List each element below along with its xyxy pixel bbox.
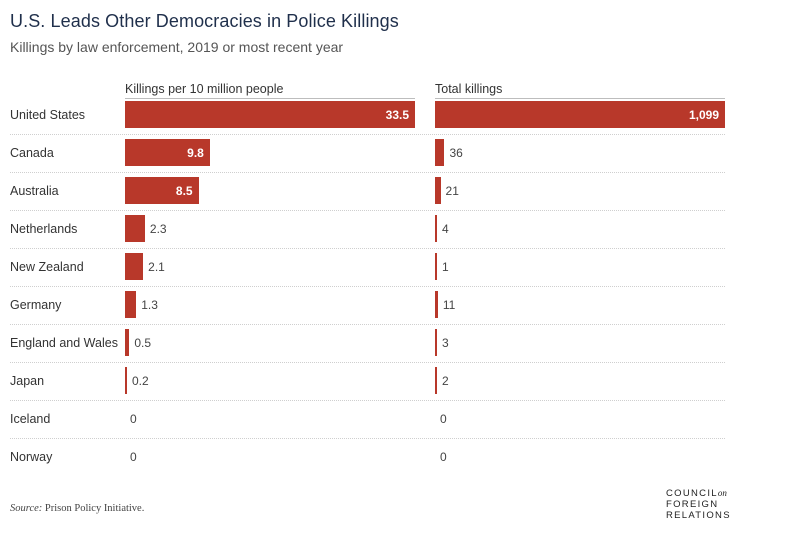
header-rule-total xyxy=(435,98,725,99)
source-text: Prison Policy Initiative. xyxy=(42,503,145,514)
data-label: 2 xyxy=(442,374,449,388)
bar xyxy=(125,215,145,242)
data-label: 0 xyxy=(130,412,137,426)
bar xyxy=(125,329,130,356)
data-label: 4 xyxy=(442,222,449,236)
category-label: Germany xyxy=(10,298,62,312)
category-label: United States xyxy=(10,108,86,122)
data-label: 33.5 xyxy=(385,108,409,122)
chart-subtitle: Killings by law enforcement, 2019 or mos… xyxy=(10,39,344,55)
bar xyxy=(125,253,144,280)
category-label: New Zealand xyxy=(10,260,84,274)
chart-title: U.S. Leads Other Democracies in Police K… xyxy=(10,11,399,31)
category-label: England and Wales xyxy=(10,336,118,350)
category-label: Australia xyxy=(10,184,59,198)
logo-line-2: FOREIGN xyxy=(666,499,719,510)
category-label: Norway xyxy=(10,450,53,464)
category-label: Japan xyxy=(10,374,45,388)
data-label: 0.5 xyxy=(134,336,152,350)
data-label: 11 xyxy=(442,298,456,312)
category-label: Netherlands xyxy=(10,222,78,236)
data-label: 2.3 xyxy=(149,222,167,236)
data-label: 21 xyxy=(445,184,459,198)
header-rule-rate xyxy=(125,98,415,99)
category-label: Canada xyxy=(10,146,54,160)
bar xyxy=(435,101,725,128)
data-label: 0 xyxy=(440,412,447,426)
logo-on: on xyxy=(717,488,727,498)
logo-line-1: COUNCIL xyxy=(666,488,718,499)
row-divider xyxy=(10,172,725,173)
data-label: 0 xyxy=(440,450,447,464)
row-divider xyxy=(10,286,725,287)
bar xyxy=(435,253,437,280)
panel-header-rate: Killings per 10 million people xyxy=(125,82,284,96)
bar xyxy=(125,177,199,204)
row-divider xyxy=(10,134,725,135)
bar xyxy=(435,291,438,318)
source-note: Source: Prison Policy Initiative. xyxy=(10,503,144,514)
data-label: 0.2 xyxy=(132,374,149,388)
row-divider xyxy=(10,210,725,211)
category-label: Iceland xyxy=(10,412,51,426)
bar xyxy=(435,329,437,356)
data-label: 1,099 xyxy=(688,108,719,122)
bar xyxy=(125,367,127,394)
data-label: 36 xyxy=(449,146,463,160)
data-label: 9.8 xyxy=(187,146,204,160)
data-label: 2.1 xyxy=(148,260,165,274)
row-divider xyxy=(10,362,725,363)
row-divider xyxy=(10,400,725,401)
row-divider xyxy=(10,438,725,439)
data-label: 1 xyxy=(442,260,449,274)
source-label: Source: xyxy=(10,503,43,514)
logo-line-3: RELATIONS xyxy=(666,510,731,521)
bar xyxy=(435,139,445,166)
bar xyxy=(125,291,137,318)
panel-header-total: Total killings xyxy=(435,82,503,96)
cfr-logo: COUNCILon FOREIGN RELATIONS xyxy=(666,488,731,521)
bar xyxy=(435,367,437,394)
data-label: 1.3 xyxy=(141,298,158,312)
data-label: 3 xyxy=(442,336,449,350)
row-divider xyxy=(10,324,725,325)
bar xyxy=(125,139,210,166)
bar xyxy=(435,177,441,204)
bar xyxy=(125,101,415,128)
data-label: 8.5 xyxy=(175,184,193,198)
bar xyxy=(435,215,437,242)
data-label: 0 xyxy=(130,450,137,464)
row-divider xyxy=(10,248,725,249)
